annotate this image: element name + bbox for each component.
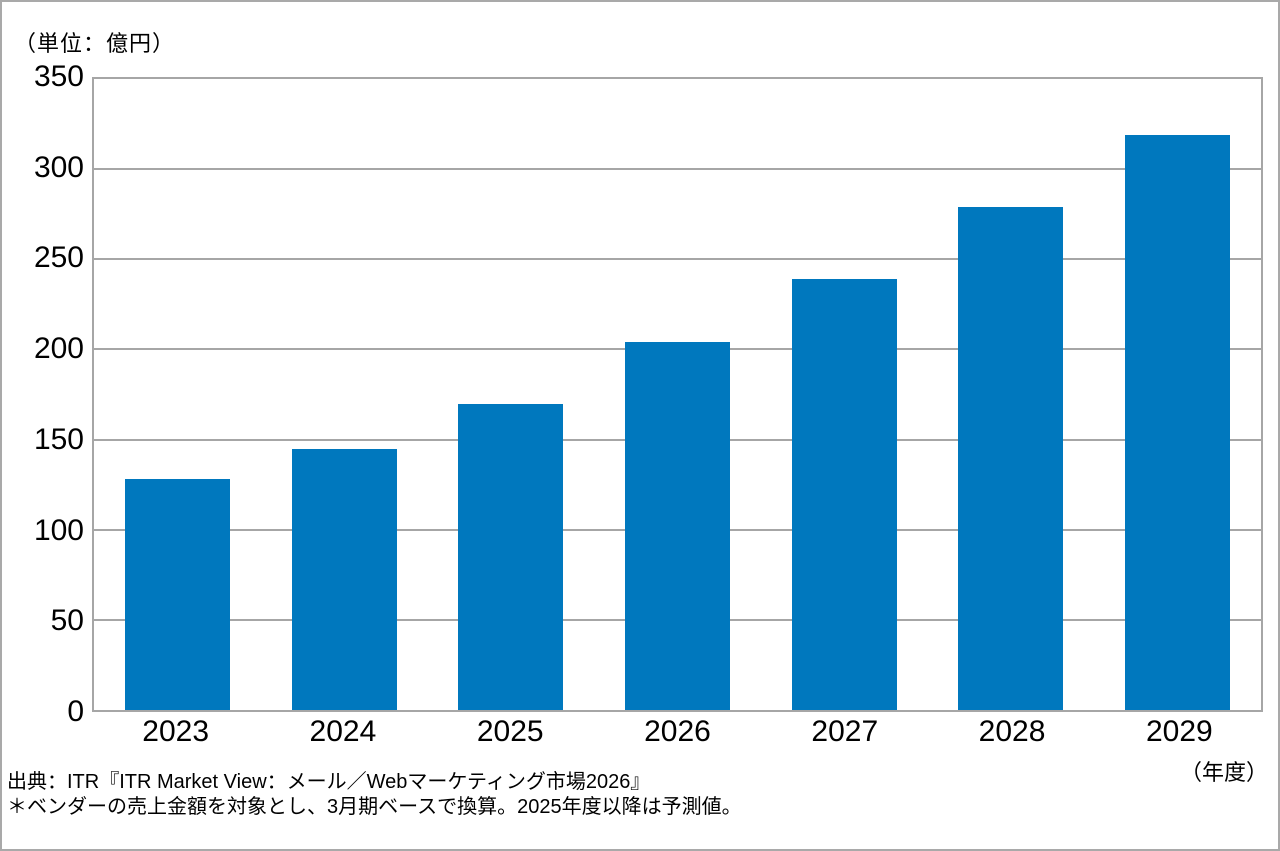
x-axis: 2023 2024 2025 2026 2027 2028 2029 [92, 716, 1263, 748]
x-axis-unit-label: （年度） [1179, 760, 1268, 785]
bar-slot [761, 79, 928, 710]
x-axis-tick-label: 2023 [142, 715, 210, 748]
bar [291, 448, 397, 710]
y-axis-tick-label: 250 [33, 241, 84, 275]
plot-area [92, 77, 1263, 712]
bar-slot [928, 79, 1095, 710]
source-text: 出典：ITR『ITR Market View：メール／Webマーケティング市場2… [7, 771, 651, 793]
x-axis-tick-label: 2028 [978, 715, 1046, 748]
y-axis-tick-label: 0 [67, 695, 84, 728]
bar [1125, 134, 1231, 710]
y-axis-tick-label: 100 [33, 513, 84, 547]
footer: 出典：ITR『ITR Market View：メール／Webマーケティング市場2… [7, 770, 742, 820]
y-axis: 0 50 100 150 200 250 300 350 [2, 62, 84, 727]
gridline [94, 258, 1261, 261]
gridline [94, 168, 1261, 171]
bar [958, 207, 1064, 710]
bar [625, 342, 731, 710]
y-axis-unit-label: （単位：億円） [14, 31, 176, 56]
bar [124, 479, 230, 710]
y-axis-tick-label: 150 [33, 422, 84, 456]
x-axis-tick-label: 2027 [811, 715, 879, 748]
bar-slot [261, 79, 428, 710]
bar-slot [427, 79, 594, 710]
note-text: ＊ベンダーの売上金額を対象とし、3月期ベースで換算。2025年度以降は予測値。 [7, 796, 742, 818]
bar [791, 279, 897, 710]
x-axis-tick-label: 2026 [644, 715, 711, 748]
bar [458, 403, 564, 710]
x-axis-tick-label: 2025 [476, 715, 544, 748]
x-axis-tick-label: 2029 [1145, 715, 1213, 748]
x-axis-tick-label: 2024 [309, 715, 377, 748]
y-axis-tick-label: 300 [33, 150, 84, 184]
y-axis-tick-label: 350 [33, 60, 84, 93]
bar-slot [1094, 79, 1261, 710]
bar-slot [94, 79, 261, 710]
bar-slot [594, 79, 761, 710]
bar-series [94, 79, 1261, 710]
y-axis-tick-label: 50 [50, 604, 84, 638]
y-axis-tick-label: 200 [33, 332, 84, 366]
